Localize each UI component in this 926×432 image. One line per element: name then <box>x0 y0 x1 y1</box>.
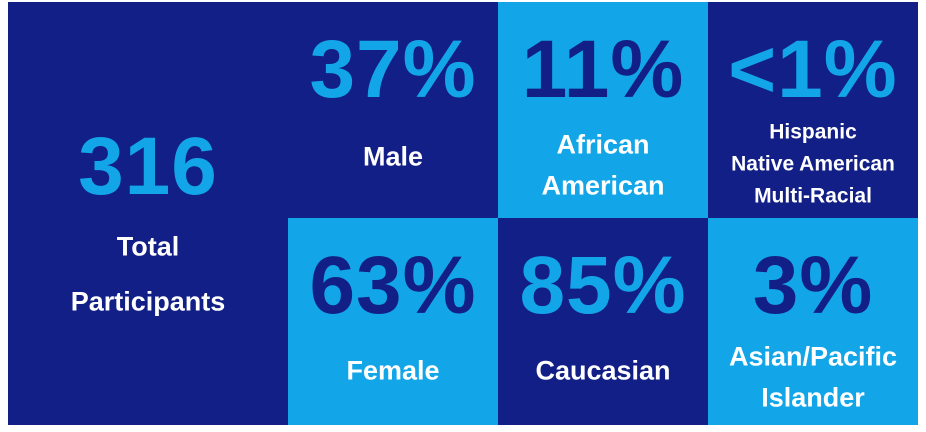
stat-tile: 85% Caucasian <box>498 218 708 425</box>
stat-label: Multi-Racial <box>754 184 872 208</box>
stat-value: <1% <box>728 24 898 115</box>
stat-label: Hispanic <box>769 120 857 144</box>
stat-label: Participants <box>70 286 226 317</box>
stat-label: Female <box>346 355 440 386</box>
stat-tile: 3% Asian/Pacific Islander <box>708 218 918 425</box>
stat-tile: 63% Female <box>288 218 498 425</box>
stat-value: 316 <box>78 121 218 212</box>
stat-value: 37% <box>309 24 477 115</box>
stat-value: 11% <box>521 24 685 115</box>
stat-label: Total <box>116 231 180 262</box>
stat-tile: 37% Male <box>288 2 498 218</box>
stat-value: 85% <box>519 240 687 331</box>
stat-tile: 11% African American <box>498 2 708 218</box>
stat-label: American <box>541 170 665 201</box>
stat-tile: 316 Total Participants <box>8 2 288 425</box>
stat-label: African <box>556 129 650 160</box>
stat-value: 63% <box>309 240 477 331</box>
stat-label: Native American <box>731 152 895 176</box>
stat-label: Caucasian <box>535 355 671 386</box>
stat-tile: <1% Hispanic Native American Multi-Racial <box>708 2 918 218</box>
stat-label: Male <box>362 141 424 172</box>
stat-value: 3% <box>752 240 874 331</box>
stat-label: Islander <box>761 382 865 413</box>
stat-label: Asian/Pacific <box>728 341 898 372</box>
